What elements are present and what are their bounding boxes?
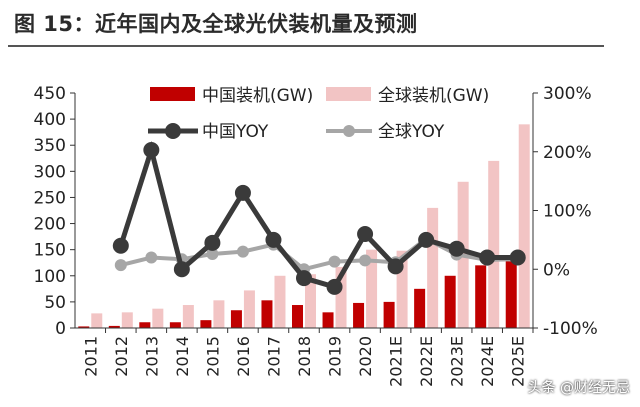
bar-china — [444, 275, 456, 328]
bar-global — [366, 249, 378, 328]
bar-china — [78, 326, 90, 328]
legend-marker-china-yoy — [165, 123, 181, 139]
china-yoy-point — [173, 261, 190, 278]
title-divider — [8, 45, 604, 47]
bar-china — [139, 322, 151, 328]
bar-china — [230, 310, 242, 328]
right-tick-label: -100% — [543, 319, 598, 339]
global-yoy-point — [206, 247, 219, 260]
x-tick-label: 2025E — [509, 336, 528, 387]
left-tick-label: 450 — [34, 84, 66, 104]
left-tick-label: 400 — [34, 110, 66, 130]
right-y-axis: -100% 0% 100% 200% 300% — [532, 84, 598, 339]
watermark: 头条 @财经无忌 — [527, 380, 630, 396]
x-tick-label: 2018 — [295, 336, 314, 377]
china-yoy-point — [143, 141, 160, 158]
bar-global — [152, 308, 164, 328]
left-y-axis: 0 50 100 150 200 250 300 350 400 450 — [34, 84, 76, 339]
bar-china — [200, 320, 212, 328]
global-yoy-point — [328, 255, 341, 268]
x-tick-label: 2023E — [448, 336, 467, 387]
x-tick-label: 2021E — [387, 336, 406, 387]
bar-china — [505, 260, 517, 328]
china-yoy-point — [234, 184, 251, 201]
bar-global — [213, 300, 225, 328]
china-yoy-point — [387, 258, 404, 275]
x-tick-label: 2013 — [142, 336, 161, 377]
legend-label-global-bar: 全球装机(GW) — [378, 86, 489, 106]
bar-china — [261, 300, 273, 328]
x-tick-label: 2024E — [478, 336, 497, 387]
bar-global — [396, 250, 408, 328]
left-tick-label: 350 — [34, 136, 66, 156]
bar-global — [518, 124, 530, 328]
global-yoy-point — [114, 259, 127, 272]
bar-global — [182, 305, 194, 328]
legend-label-global-yoy: 全球YOY — [378, 122, 445, 142]
right-tick-label: 200% — [543, 143, 592, 163]
legend: 中国装机(GW) 全球装机(GW) 中国YOY 全球YOY — [148, 86, 489, 142]
global-yoy-point — [145, 251, 158, 264]
right-tick-label: 300% — [543, 84, 592, 104]
china-yoy-point — [204, 234, 221, 251]
bar-global — [305, 274, 316, 328]
bar-global — [243, 290, 255, 328]
china-yoy-point — [265, 231, 282, 248]
bar-china — [475, 265, 487, 328]
left-tick-label: 0 — [55, 319, 66, 339]
china-yoy-point — [448, 240, 465, 257]
left-tick-label: 200 — [34, 215, 66, 235]
left-tick-label: 150 — [34, 241, 66, 261]
china-yoy-point — [326, 278, 343, 295]
bar-global — [121, 312, 133, 328]
bar-global — [91, 313, 103, 328]
legend-swatch-china-bar — [150, 87, 195, 101]
china-yoy-point — [418, 231, 435, 248]
global-yoy-point — [359, 254, 372, 267]
bar-china — [322, 312, 334, 328]
x-tick-label: 2020 — [356, 336, 375, 377]
bar-china — [108, 325, 120, 328]
x-axis: 2011 2012 2013 2014 2015 2016 2017 2018 2019 2020… — [75, 327, 534, 387]
china-yoy-point — [509, 249, 526, 266]
right-tick-label: 100% — [543, 202, 592, 222]
bar-global — [427, 207, 439, 328]
x-tick-label: 2017 — [264, 336, 283, 377]
left-tick-label: 300 — [34, 162, 66, 182]
x-tick-label: 2014 — [173, 336, 192, 377]
x-tick-label: 2012 — [112, 336, 131, 377]
left-tick-label: 50 — [44, 293, 66, 313]
bar-china — [353, 302, 365, 328]
china-yoy-point — [112, 237, 129, 254]
legend-marker-global-yoy — [343, 125, 355, 137]
x-tick-label: 2022E — [417, 336, 436, 387]
china-yoy-point — [296, 270, 312, 287]
legend-label-china-bar: 中国装机(GW) — [202, 86, 313, 106]
bar-china — [383, 301, 395, 328]
x-tick-label: 2019 — [326, 336, 345, 377]
legend-label-china-yoy: 中国YOY — [202, 122, 269, 142]
yoy-lines — [112, 140, 526, 295]
bar-china — [169, 322, 181, 328]
left-tick-label: 100 — [34, 267, 66, 287]
china-yoy-point — [357, 226, 374, 242]
x-tick-label: 2015 — [203, 336, 222, 377]
bar-global — [274, 275, 286, 328]
bar-china — [414, 288, 426, 328]
chart-title: 图 15：近年国内及全球光伏装机量及预测 — [14, 12, 418, 36]
bar-global — [335, 266, 347, 328]
right-tick-label: 0% — [543, 260, 570, 280]
bar-china — [292, 305, 303, 328]
bar-global — [488, 160, 500, 328]
left-tick-label: 250 — [34, 188, 66, 208]
x-tick-label: 2016 — [234, 336, 253, 377]
legend-swatch-global-bar — [326, 87, 371, 101]
china-yoy-point — [479, 249, 496, 266]
x-tick-label: 2011 — [81, 336, 100, 377]
global-yoy-point — [236, 245, 249, 258]
